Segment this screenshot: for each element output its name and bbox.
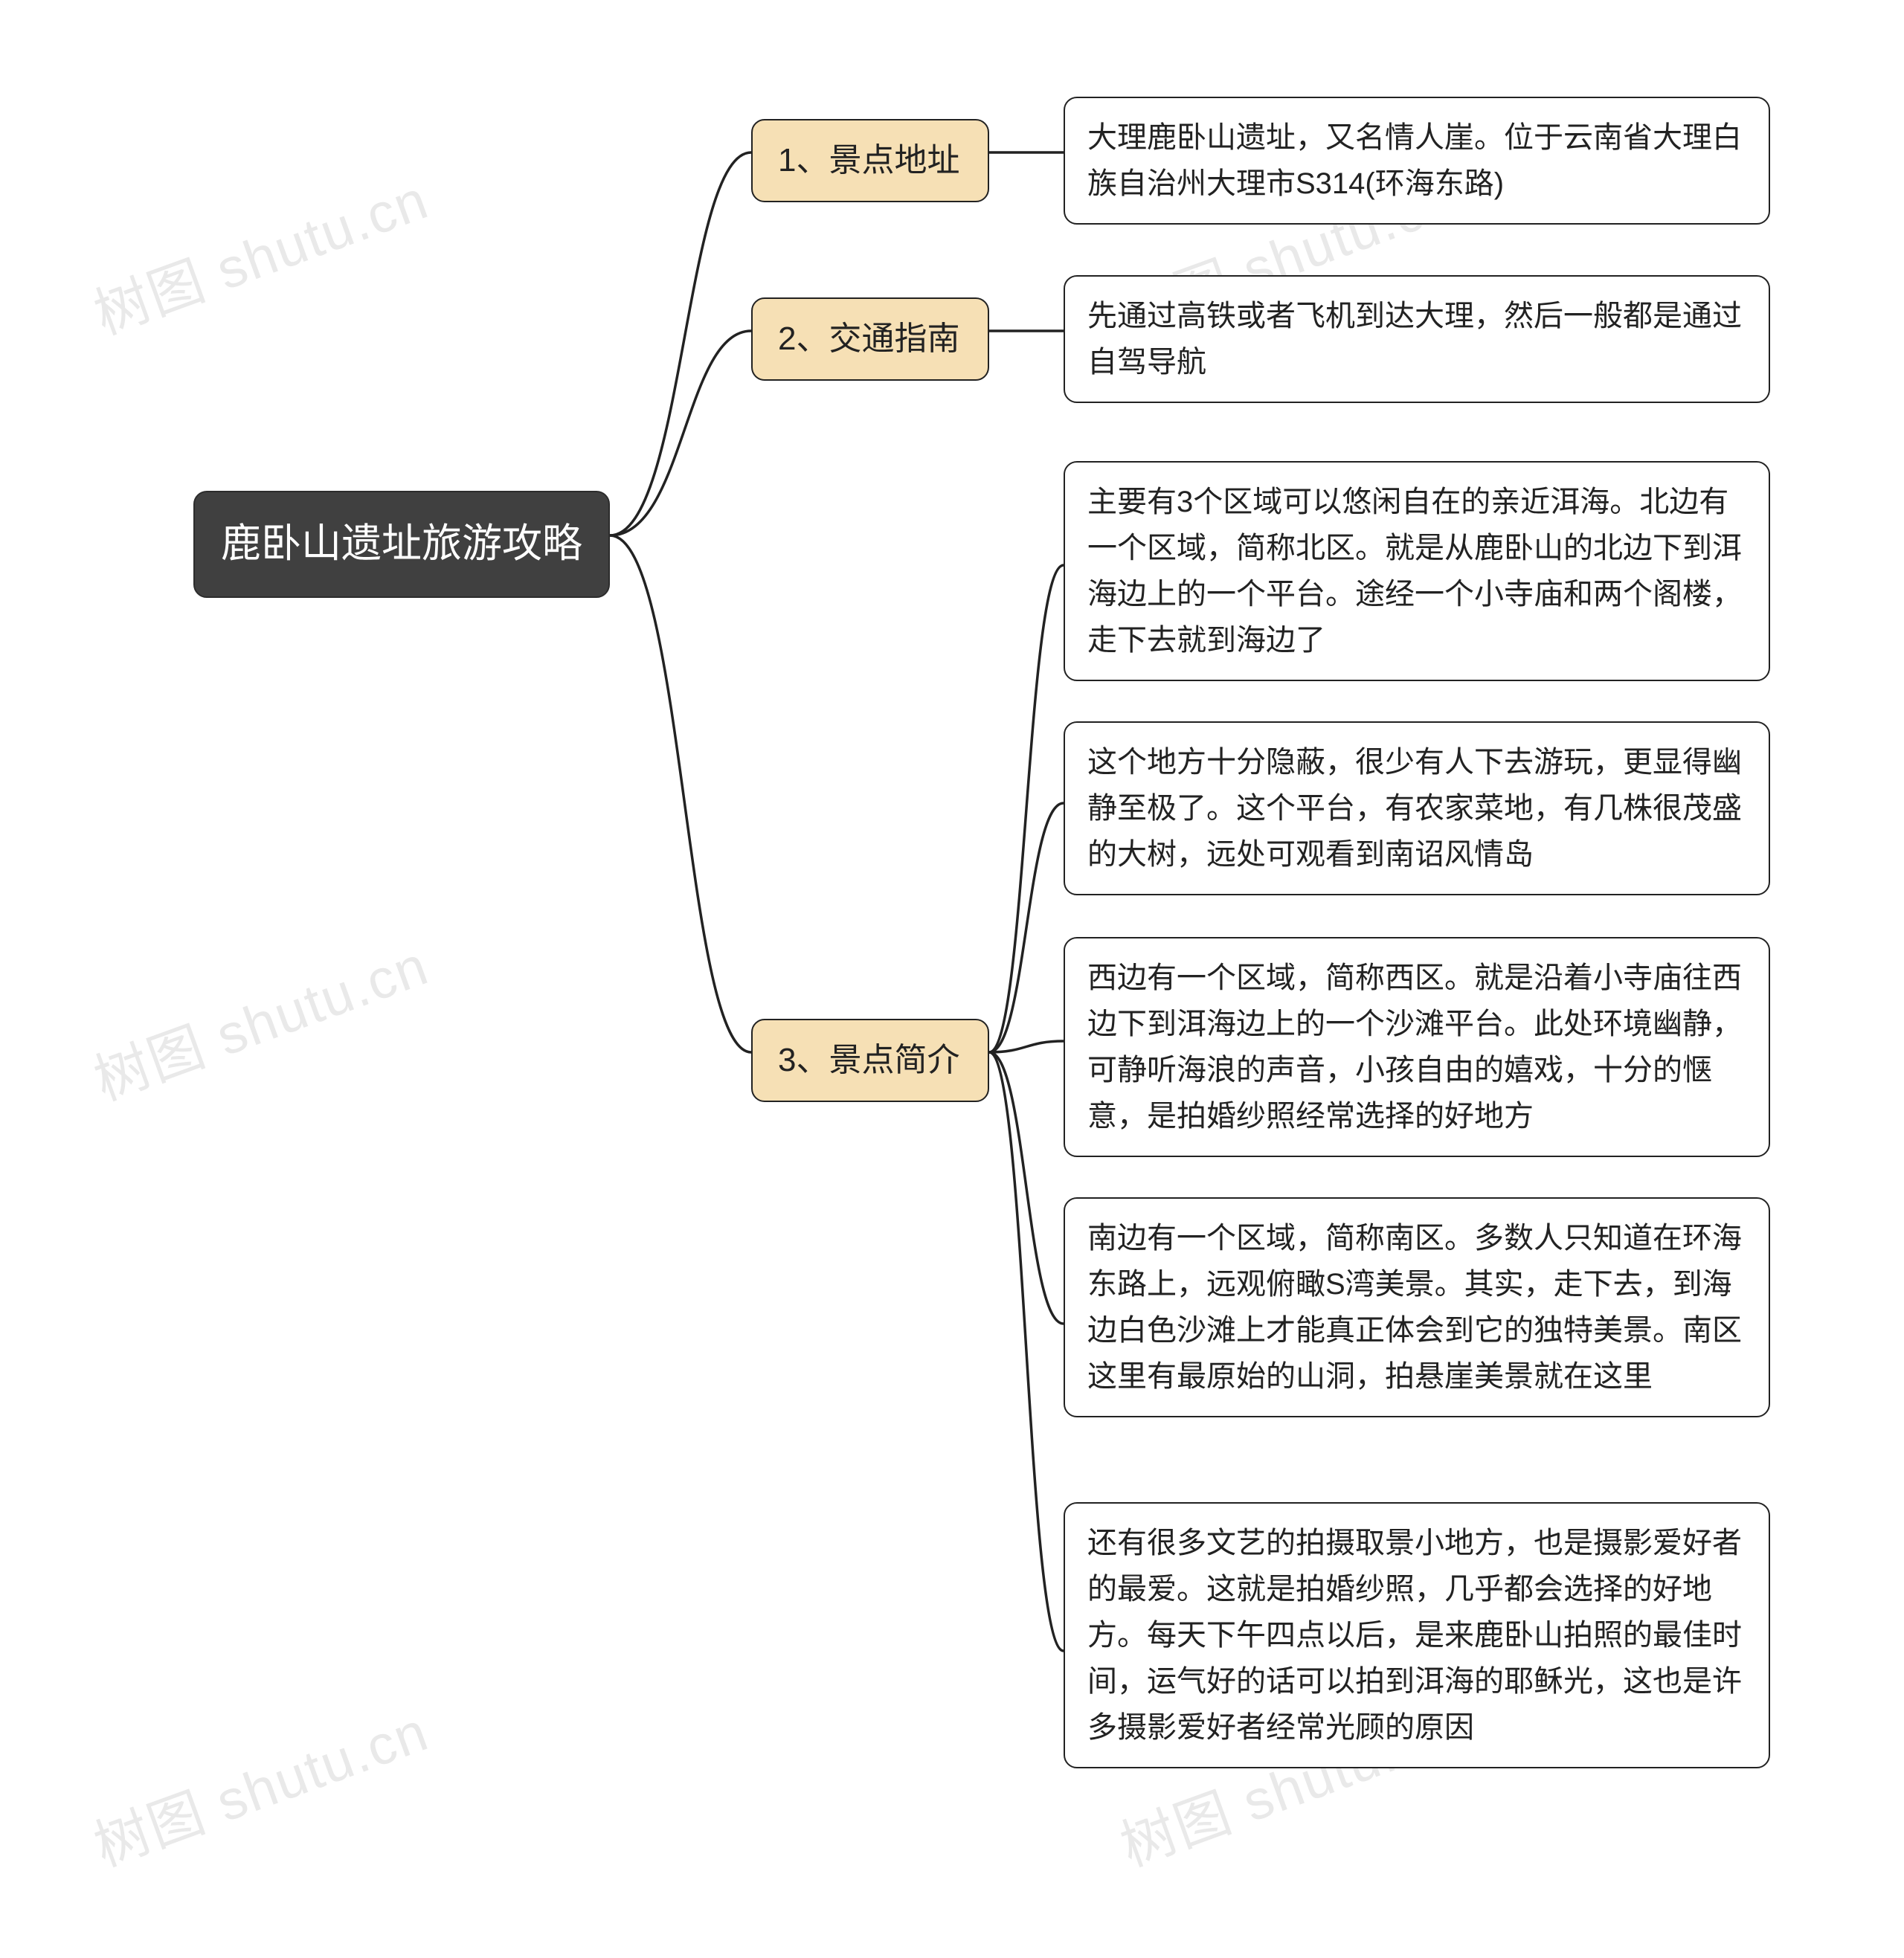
leaf-node[interactable]: 西边有一个区域，简称西区。就是沿着小寺庙往西边下到洱海边上的一个沙滩平台。此处环…: [1064, 937, 1770, 1157]
leaf-node[interactable]: 大理鹿卧山遗址，又名情人崖。位于云南省大理白族自治州大理市S314(环海东路): [1064, 97, 1770, 225]
branch-node-traffic[interactable]: 2、交通指南: [751, 297, 989, 381]
branch-label: 1、景点地址: [778, 142, 959, 178]
leaf-node[interactable]: 南边有一个区域，简称南区。多数人只知道在环海东路上，远观俯瞰S湾美景。其实，走下…: [1064, 1197, 1770, 1417]
leaf-text: 还有很多文艺的拍摄取景小地方，也是摄影爱好者的最爱。这就是拍婚纱照，几乎都会选择…: [1087, 1527, 1742, 1744]
branch-node-address[interactable]: 1、景点地址: [751, 119, 989, 202]
mindmap-canvas: 树图 shutu.cn 树图 shutu.cn 树图 shutu.cn 树图 s…: [0, 0, 1904, 1958]
leaf-text: 南边有一个区域，简称南区。多数人只知道在环海东路上，远观俯瞰S湾美景。其实，走下…: [1087, 1222, 1742, 1393]
branch-node-intro[interactable]: 3、景点简介: [751, 1019, 989, 1102]
root-label: 鹿卧山遗址旅游攻略: [221, 521, 582, 566]
leaf-text: 先通过高铁或者飞机到达大理，然后一般都是通过自驾导航: [1087, 300, 1742, 379]
leaf-node[interactable]: 先通过高铁或者飞机到达大理，然后一般都是通过自驾导航: [1064, 275, 1770, 403]
watermark: 树图 shutu.cn: [82, 921, 438, 1115]
leaf-text: 西边有一个区域，简称西区。就是沿着小寺庙往西边下到洱海边上的一个沙滩平台。此处环…: [1087, 962, 1742, 1133]
leaf-text: 大理鹿卧山遗址，又名情人崖。位于云南省大理白族自治州大理市S314(环海东路): [1087, 121, 1742, 200]
leaf-node[interactable]: 还有很多文艺的拍摄取景小地方，也是摄影爱好者的最爱。这就是拍婚纱照，几乎都会选择…: [1064, 1502, 1770, 1768]
leaf-node[interactable]: 这个地方十分隐蔽，很少有人下去游玩，更显得幽静至极了。这个平台，有农家菜地，有几…: [1064, 721, 1770, 895]
root-node[interactable]: 鹿卧山遗址旅游攻略: [193, 491, 610, 598]
leaf-text: 主要有3个区域可以悠闲自在的亲近洱海。北边有一个区域，简称北区。就是从鹿卧山的北…: [1087, 486, 1742, 657]
watermark: 树图 shutu.cn: [82, 1687, 438, 1881]
branch-label: 3、景点简介: [778, 1042, 959, 1078]
leaf-node[interactable]: 主要有3个区域可以悠闲自在的亲近洱海。北边有一个区域，简称北区。就是从鹿卧山的北…: [1064, 461, 1770, 681]
watermark: 树图 shutu.cn: [82, 155, 438, 350]
branch-label: 2、交通指南: [778, 321, 959, 357]
leaf-text: 这个地方十分隐蔽，很少有人下去游玩，更显得幽静至极了。这个平台，有农家菜地，有几…: [1087, 746, 1742, 871]
